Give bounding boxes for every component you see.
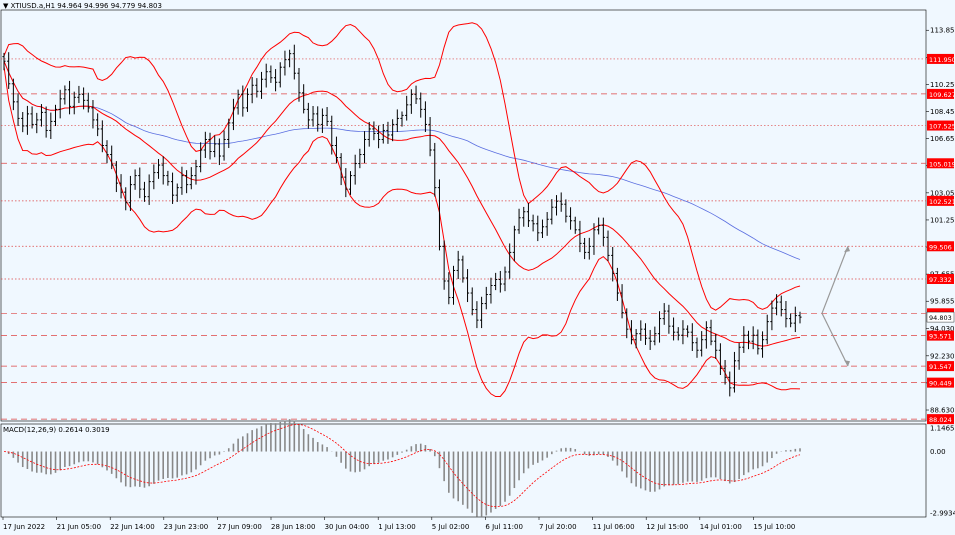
y-tick-label: 95.855 <box>930 298 955 306</box>
current-price-box <box>926 311 955 323</box>
x-tick-label: 22 Jun 14:00 <box>110 523 154 531</box>
y-tick-label: 101.255 <box>930 216 955 224</box>
x-tick-label: 14 Jul 01:00 <box>700 523 742 531</box>
y-tick-label: 108.455 <box>930 108 955 116</box>
level-label-box <box>927 88 954 99</box>
level-label: 111.950 <box>929 56 955 64</box>
x-tick-label: 11 Jul 06:00 <box>593 523 635 531</box>
y-tick-label: 106.655 <box>930 135 955 143</box>
macd-signal-line <box>3 423 801 508</box>
level-label-box <box>927 195 954 206</box>
y-tick-label: 113.855 <box>930 27 955 35</box>
y-tick-label: 110.255 <box>930 81 955 89</box>
level-label: 99.506 <box>929 243 952 251</box>
x-tick-label: 5 Jul 02:00 <box>432 523 470 531</box>
ohlc-prices: 94.964 94.996 94.779 94.803 <box>57 2 162 10</box>
level-label-box <box>927 377 954 388</box>
level-label: 90.449 <box>929 380 952 388</box>
y-tick-label: 94.030 <box>930 325 955 333</box>
main-plot-frame <box>0 9 927 422</box>
x-tick-label: 23 Jun 23:00 <box>164 523 208 531</box>
middle-band-line <box>3 61 801 347</box>
level-label: 97.332 <box>929 276 952 284</box>
level-label-box <box>927 53 954 64</box>
symbol-label: XTIUSD.a,H1 <box>10 2 56 10</box>
level-label: 105.019 <box>929 160 955 168</box>
level-label-box <box>927 241 954 252</box>
y-tick-label: 103.055 <box>930 189 955 197</box>
y-tick-label: 88.630 <box>930 407 955 415</box>
chart-header: ▼ XTIUSD.a,H1 94.964 94.996 94.779 94.80… <box>3 2 162 10</box>
macd-header: MACD(12,26,9) 0.2614 0.3019 <box>3 426 110 434</box>
macd-plot-frame <box>0 423 927 518</box>
x-tick-label: 28 Jun 18:00 <box>271 523 315 531</box>
level-label-box <box>927 330 954 341</box>
x-tick-label: 21 Jun 05:00 <box>57 523 101 531</box>
level-label: 109.627 <box>929 91 955 99</box>
level-label-box <box>927 158 954 169</box>
forecast-arrow-line <box>821 313 849 367</box>
level-label-box <box>927 120 954 131</box>
x-tick-label: 7 Jul 20:00 <box>539 523 577 531</box>
level-label-box <box>927 274 954 285</box>
macd-tick-label: -2.9934 <box>930 510 955 518</box>
macd-tick-label: 0.00 <box>930 448 946 456</box>
level-label-box <box>927 361 954 372</box>
dropdown-triangle-icon[interactable]: ▼ <box>3 2 9 10</box>
x-tick-label: 1 Jul 13:00 <box>378 523 416 531</box>
current-price-label: 94.803 <box>929 314 952 322</box>
x-tick-label: 6 Jul 11:00 <box>485 523 523 531</box>
macd-tick-label: 1.1465 <box>930 425 955 433</box>
level-label: 88.024 <box>929 416 952 424</box>
moving-average-line <box>3 61 801 260</box>
level-label: 102.521 <box>929 198 955 206</box>
lower-band-line <box>3 66 801 397</box>
x-tick-label: 17 Jun 2022 <box>3 523 45 531</box>
upper-band-line <box>3 22 801 311</box>
forecast-arrow-line <box>821 246 849 314</box>
y-tick-label: 92.230 <box>930 352 955 360</box>
level-label-box <box>927 414 954 425</box>
forecast-arrow-head <box>844 360 850 367</box>
forecast-arrow-head <box>844 246 850 253</box>
x-tick-label: 15 Jul 10:00 <box>753 523 795 531</box>
level-label: 107.525 <box>929 123 955 131</box>
x-tick-label: 30 Jun 04:00 <box>325 523 369 531</box>
x-tick-label: 27 Jun 09:00 <box>217 523 261 531</box>
x-tick-label: 12 Jul 15:00 <box>646 523 688 531</box>
level-label: 93.571 <box>929 333 952 341</box>
level-label: 91.547 <box>929 363 952 371</box>
